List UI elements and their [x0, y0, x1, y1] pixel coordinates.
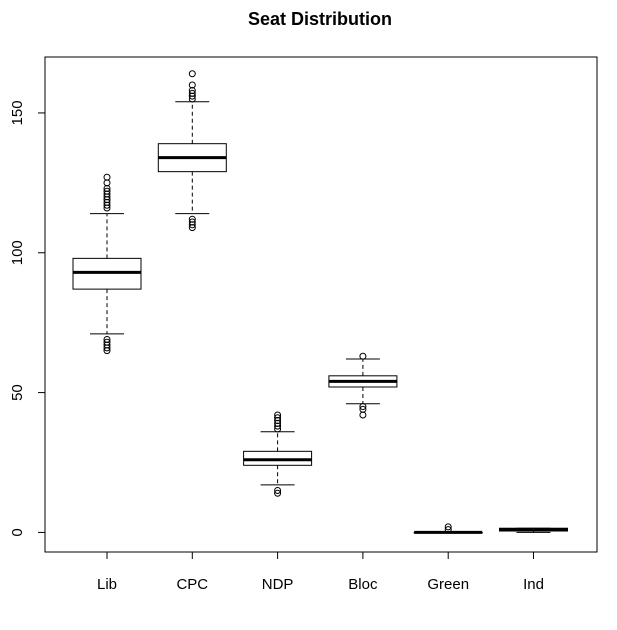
- outlier-point: [444, 526, 452, 534]
- y-tick-label: 100: [9, 240, 26, 265]
- y-tick-label: 0: [9, 528, 26, 536]
- outlier-point: [103, 338, 111, 346]
- box-cpc: [157, 70, 227, 232]
- y-tick-label: 50: [9, 384, 26, 401]
- x-tick-label: Green: [427, 576, 469, 593]
- x-tick-label: CPC: [176, 576, 208, 593]
- x-axis: Lib CPC NDP Bloc Green Ind: [97, 551, 544, 593]
- plot-frame: [44, 56, 598, 553]
- box-ind: [499, 527, 568, 533]
- x-tick-label: NDP: [262, 576, 294, 593]
- x-tick-label: Lib: [97, 576, 117, 593]
- x-tick-label: Ind: [523, 576, 544, 593]
- outlier-point: [103, 173, 111, 181]
- outlier-point: [103, 187, 111, 195]
- outlier-point: [188, 89, 196, 97]
- outlier-point: [359, 403, 367, 411]
- outlier-point: [103, 335, 111, 343]
- outlier-point: [188, 70, 196, 78]
- boxes-group: [72, 70, 568, 534]
- box-ndp: [243, 411, 313, 497]
- box-lib: [72, 173, 142, 355]
- outlier-point: [274, 411, 282, 419]
- outlier-point: [188, 215, 196, 223]
- outlier-point: [274, 486, 282, 494]
- y-axis: 0 50 100 150: [9, 100, 46, 537]
- x-tick-label: Bloc: [348, 576, 378, 593]
- y-tick-label: 150: [9, 100, 26, 125]
- outlier-point: [274, 414, 282, 422]
- box-green: [413, 523, 483, 534]
- outlier-point: [188, 81, 196, 89]
- chart-title: Seat Distribution: [248, 9, 392, 29]
- outlier-point: [188, 218, 196, 226]
- outlier-point: [359, 352, 367, 360]
- box-bloc: [328, 352, 398, 419]
- outlier-point: [359, 405, 367, 413]
- outlier-point: [444, 523, 452, 531]
- outlier-point: [274, 489, 282, 497]
